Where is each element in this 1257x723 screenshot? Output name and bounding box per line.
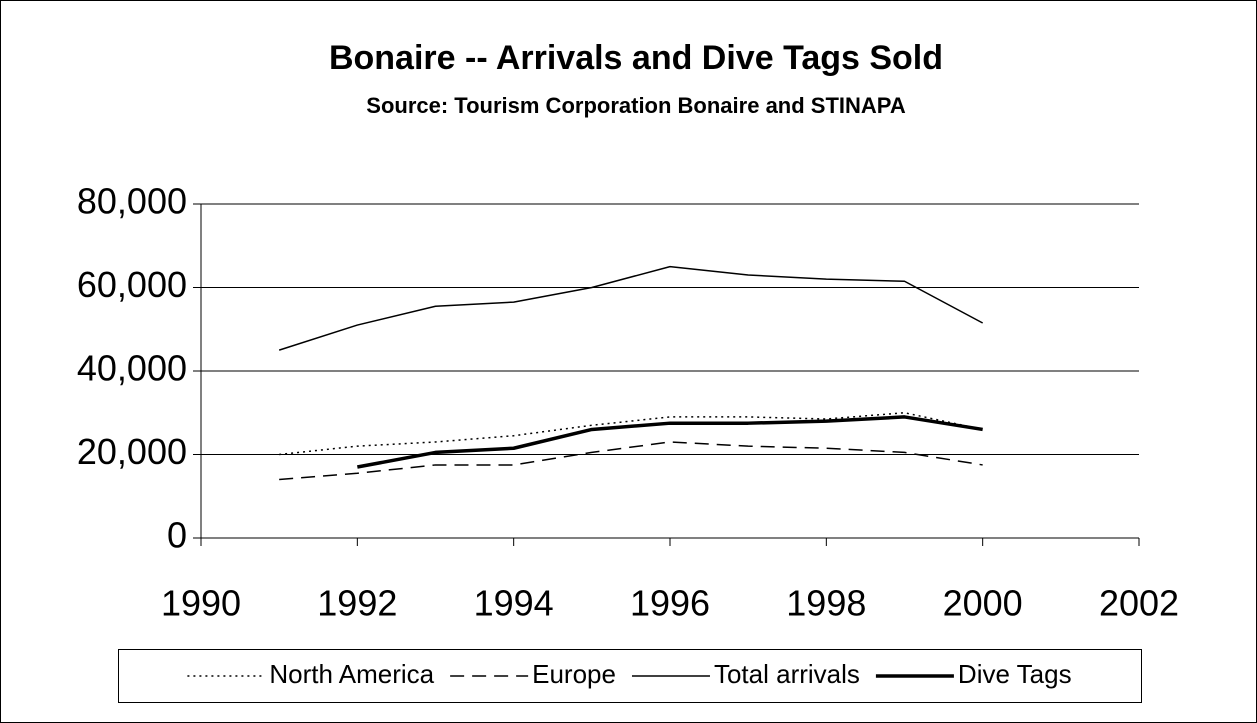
y-tick-label: 0 bbox=[167, 515, 187, 556]
series-line bbox=[279, 412, 983, 456]
y-tick-label: 80,000 bbox=[77, 181, 187, 222]
x-tick-label: 1992 bbox=[317, 583, 397, 624]
y-tick-label: 60,000 bbox=[77, 264, 187, 305]
chart-subtitle: Source: Tourism Corporation Bonaire and … bbox=[366, 93, 906, 118]
y-tick-label: 40,000 bbox=[77, 348, 187, 389]
legend-label: North America bbox=[269, 659, 434, 689]
x-tick-label: 1990 bbox=[161, 583, 241, 624]
series-line bbox=[357, 415, 983, 469]
series-line bbox=[279, 441, 983, 481]
x-tick-label: 1998 bbox=[786, 583, 866, 624]
x-tick-label: 2000 bbox=[943, 583, 1023, 624]
legend-label: Dive Tags bbox=[958, 659, 1072, 689]
series-line bbox=[278, 265, 984, 351]
legend bbox=[118, 649, 1142, 703]
x-tick-label: 1996 bbox=[630, 583, 710, 624]
legend-label: Total arrivals bbox=[714, 659, 860, 689]
x-tick-label: 1994 bbox=[474, 583, 554, 624]
y-tick-label: 20,000 bbox=[77, 431, 187, 472]
legend-label: Europe bbox=[532, 659, 616, 689]
chart-title: Bonaire -- Arrivals and Dive Tags Sold bbox=[329, 39, 943, 77]
x-tick-label: 2002 bbox=[1099, 583, 1179, 624]
